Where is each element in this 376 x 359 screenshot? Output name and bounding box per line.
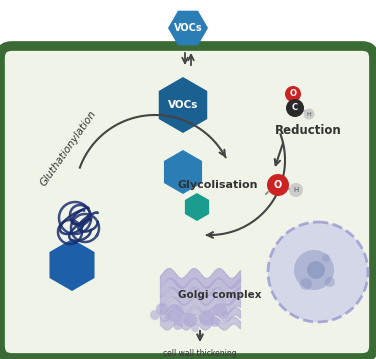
Text: Reduction: Reduction	[274, 123, 341, 136]
Circle shape	[300, 278, 312, 290]
Text: VOCs: VOCs	[174, 23, 202, 33]
Text: VOCs: VOCs	[168, 100, 198, 110]
Circle shape	[322, 254, 330, 262]
Text: O: O	[274, 180, 282, 190]
Circle shape	[285, 86, 301, 102]
Circle shape	[183, 313, 197, 327]
Circle shape	[156, 303, 168, 315]
Text: H: H	[293, 187, 299, 193]
Circle shape	[307, 261, 325, 279]
Circle shape	[221, 311, 229, 319]
Circle shape	[150, 310, 160, 320]
Polygon shape	[168, 11, 208, 45]
Circle shape	[289, 183, 303, 197]
Circle shape	[191, 324, 199, 332]
Circle shape	[166, 304, 184, 322]
Circle shape	[199, 310, 215, 326]
Circle shape	[286, 99, 304, 117]
FancyBboxPatch shape	[0, 46, 374, 358]
Text: Gluthationylation: Gluthationylation	[38, 108, 98, 188]
Text: Glycolisation: Glycolisation	[178, 180, 258, 190]
Text: H: H	[306, 112, 311, 117]
Circle shape	[164, 314, 172, 322]
Circle shape	[294, 250, 334, 290]
Circle shape	[173, 320, 183, 330]
Text: cell wall thickening: cell wall thickening	[163, 349, 237, 358]
Circle shape	[268, 222, 368, 322]
Text: Golgi complex: Golgi complex	[178, 290, 262, 300]
Circle shape	[267, 174, 289, 196]
Text: C: C	[292, 103, 298, 112]
Circle shape	[210, 317, 220, 327]
Polygon shape	[185, 193, 209, 221]
Polygon shape	[159, 77, 207, 133]
Circle shape	[325, 277, 335, 287]
Circle shape	[303, 108, 314, 120]
Circle shape	[213, 303, 227, 317]
Polygon shape	[50, 239, 94, 291]
Text: O: O	[290, 89, 297, 98]
Polygon shape	[164, 150, 202, 194]
